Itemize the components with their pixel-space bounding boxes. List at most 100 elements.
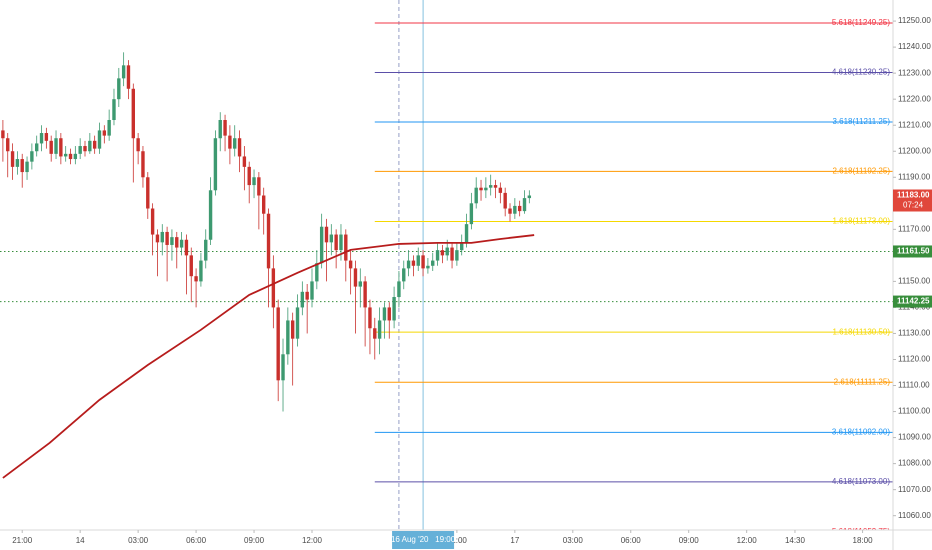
candle-body [276, 307, 280, 381]
candle-body [310, 281, 314, 300]
y-tick-label: 11240.00 [898, 42, 931, 51]
candle-body [382, 307, 387, 321]
y-tick-label: 11110.00 [898, 381, 930, 390]
candle-body [39, 133, 44, 144]
moving-average [2, 234, 535, 479]
candle-body [88, 140, 92, 152]
candle-body [15, 159, 20, 167]
candle-body [150, 208, 155, 235]
y-tick-label: 11070.00 [898, 485, 931, 494]
candle-body [175, 237, 179, 248]
candle-body [1, 130, 5, 139]
fib-label: 3.618(11211.25) [832, 117, 890, 126]
candle-body [416, 255, 420, 266]
countdown: 07:24 [903, 201, 924, 210]
candle-body [513, 205, 517, 214]
fib-label: 1.618(11130.50) [832, 327, 890, 336]
y-tick-label: 11220.00 [898, 94, 931, 103]
candle-body [445, 247, 449, 256]
y-tick-label: 11170.00 [898, 224, 931, 233]
candle-body [493, 185, 498, 188]
candle-body [35, 143, 39, 152]
candle-body [450, 247, 454, 261]
candle-body [184, 239, 189, 256]
x-tick-label: 12:00 [737, 536, 758, 545]
fib-label: 4.618(11230.25) [832, 68, 890, 77]
fib-label: 2.618(11192.25) [832, 167, 890, 176]
candle-body [406, 260, 411, 269]
candle-body [194, 276, 198, 282]
candle-body [281, 354, 285, 381]
candle-body [233, 138, 237, 149]
candle-body [25, 161, 29, 173]
fib-label: 1.618(11173.00) [832, 217, 890, 226]
candle-body [59, 138, 63, 157]
candle-body [199, 260, 203, 282]
candle-body [387, 307, 391, 321]
candle-body [242, 156, 247, 167]
x-tick-label: 03:00 [128, 536, 149, 545]
y-tick-label: 11080.00 [898, 459, 931, 468]
candle-body [339, 234, 343, 251]
candle-body [411, 260, 416, 266]
x-tick-label: 09:00 [679, 536, 700, 545]
candle-body [353, 268, 358, 287]
candle-body [213, 138, 218, 191]
y-tick-label: 11150.00 [898, 277, 931, 286]
candle-body [97, 130, 102, 149]
candle-body [102, 130, 107, 136]
y-tick-label: 11090.00 [898, 433, 931, 442]
time-axis [0, 530, 932, 550]
candle-body [300, 291, 305, 308]
candle-body [464, 224, 469, 243]
candle-body [160, 231, 164, 243]
candle-body [54, 138, 58, 154]
candle-body [488, 185, 493, 188]
candle-body [315, 263, 319, 282]
candle-body [373, 328, 377, 339]
candle-body [474, 187, 478, 204]
candle-body [503, 192, 507, 209]
candle-body [141, 151, 145, 178]
candle-body [508, 208, 512, 214]
crosshair-box [392, 531, 455, 549]
candle-body [484, 187, 488, 191]
candle-body [517, 205, 522, 212]
x-tick-label: 14:30 [785, 536, 806, 545]
candle-body [271, 268, 276, 308]
candle-body [479, 187, 483, 191]
y-tick-label: 11120.00 [898, 355, 931, 364]
candle-body [6, 138, 10, 152]
candle-body [223, 120, 227, 136]
last-price-tag [893, 189, 932, 212]
candle-body [460, 242, 464, 251]
candle-body [117, 78, 121, 100]
candle-body [63, 153, 68, 157]
y-tick-label: 11210.00 [898, 120, 931, 129]
candle-body [44, 133, 49, 141]
y-tick-label: 11100.00 [898, 407, 931, 416]
candle-body [455, 250, 459, 261]
candle-body [179, 239, 184, 248]
candle-body [329, 234, 334, 243]
x-tick-label: 12:00 [302, 536, 323, 545]
candle-body [522, 198, 527, 212]
price-tag-label: 11161.50 [897, 247, 930, 256]
candle-body [324, 226, 329, 243]
candle-body [73, 153, 78, 160]
candle-body [358, 281, 362, 287]
candle-body [30, 151, 34, 162]
candle-body [10, 151, 15, 167]
candle-body [469, 203, 474, 225]
candle-body [344, 234, 348, 261]
candle-body [527, 195, 532, 199]
candle-body [20, 159, 24, 173]
candle-body [257, 177, 261, 196]
candle-body [392, 297, 396, 321]
candle-body [136, 138, 140, 152]
price-axis [893, 0, 932, 550]
candle-body [402, 268, 406, 282]
x-tick-label: 06:00 [621, 536, 642, 545]
candle-body [363, 281, 367, 308]
